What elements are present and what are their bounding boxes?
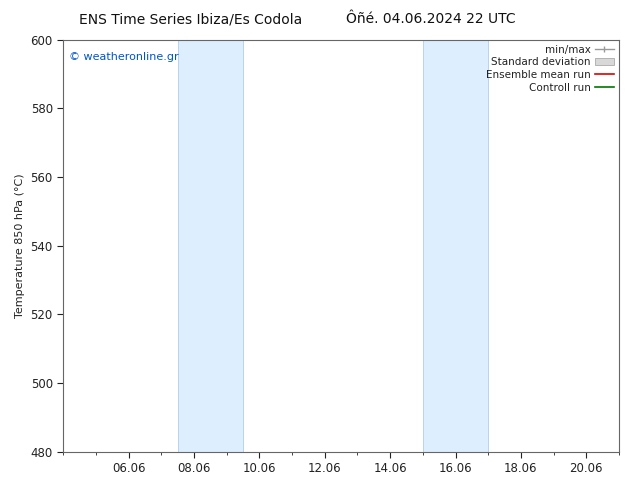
Y-axis label: Temperature 850 hPa (°C): Temperature 850 hPa (°C) [15,173,25,318]
Legend: min/max, Standard deviation, Ensemble mean run, Controll run: min/max, Standard deviation, Ensemble me… [484,43,616,95]
Text: © weatheronline.gr: © weatheronline.gr [68,52,178,62]
Bar [178,40,243,452]
Bar [423,40,488,452]
Text: ENS Time Series Ibiza/Es Codola: ENS Time Series Ibiza/Es Codola [79,12,302,26]
Text: Ôñé. 04.06.2024 22 UTC: Ôñé. 04.06.2024 22 UTC [346,12,516,26]
